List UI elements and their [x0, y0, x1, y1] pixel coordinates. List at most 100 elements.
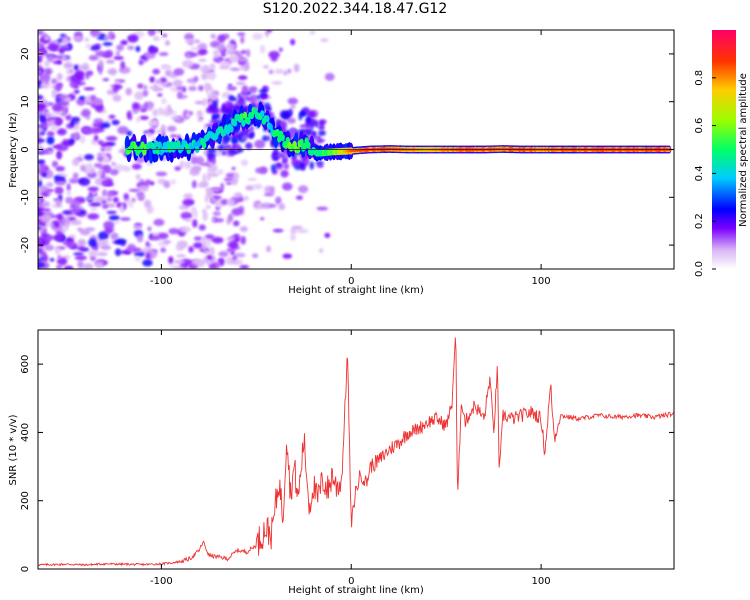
- snr-series-line: [38, 337, 674, 567]
- noise-blob: [131, 197, 136, 203]
- noise-blob: [274, 68, 285, 74]
- noise-blob: [296, 228, 309, 234]
- noise-blob: [102, 164, 112, 174]
- noise-blob: [218, 251, 229, 258]
- noise-blob: [78, 64, 90, 71]
- noise-blob: [198, 58, 207, 62]
- noise-blob: [172, 79, 183, 88]
- noise-blob: [244, 62, 249, 71]
- noise-blob: [225, 43, 237, 50]
- noise-blob: [228, 55, 239, 63]
- noise-blob: [227, 198, 235, 207]
- noise-blob: [89, 44, 101, 51]
- spectrogram-ridge: [124, 101, 672, 164]
- noise-blob: [39, 208, 52, 212]
- noise-blob: [237, 148, 244, 153]
- spectrogram-xtick-label: 100: [532, 276, 551, 287]
- snr-x-label: Height of straight line (km): [288, 585, 424, 596]
- noise-blob: [282, 182, 293, 191]
- noise-blob: [210, 40, 221, 48]
- ridge-core: [241, 119, 246, 127]
- colorbar-tick-label: 0.6: [694, 118, 705, 134]
- noise-blob: [63, 62, 74, 69]
- noise-blob: [73, 125, 80, 131]
- noise-blob: [54, 246, 61, 255]
- noise-blob: [254, 139, 266, 149]
- noise-blob: [52, 55, 62, 59]
- noise-blob: [47, 43, 59, 52]
- noise-blob: [315, 160, 324, 166]
- noise-blob: [173, 68, 185, 76]
- noise-blob: [289, 127, 297, 137]
- ridge-core: [232, 119, 238, 127]
- noise-blob: [42, 171, 47, 178]
- noise-blob: [136, 234, 144, 243]
- noise-blob: [88, 54, 99, 61]
- noise-blob: [298, 129, 306, 133]
- ridge-core: [157, 141, 162, 149]
- noise-blob: [114, 238, 127, 245]
- noise-blob: [46, 131, 55, 137]
- noise-blob: [52, 60, 62, 65]
- noise-blob: [271, 81, 283, 85]
- noise-blob: [106, 203, 116, 208]
- noise-blob: [207, 71, 217, 81]
- noise-blob: [202, 65, 210, 74]
- noise-blob: [139, 178, 145, 182]
- colorbar-gradient: [712, 30, 736, 269]
- noise-blob: [38, 168, 44, 172]
- noise-blob: [284, 156, 289, 164]
- noise-blob: [111, 119, 120, 126]
- noise-blob: [56, 257, 68, 266]
- noise-blob: [217, 34, 226, 43]
- noise-blob: [304, 128, 314, 136]
- noise-blob: [233, 234, 239, 243]
- noise-blob: [282, 111, 290, 120]
- noise-blob: [280, 169, 289, 178]
- noise-blob: [201, 182, 208, 187]
- noise-blob: [199, 48, 208, 55]
- noise-blob: [123, 198, 132, 205]
- noise-blob: [148, 119, 160, 127]
- noise-blob: [204, 249, 209, 255]
- noise-blob: [179, 160, 185, 169]
- noise-blob: [139, 115, 149, 120]
- noise-blob: [38, 70, 43, 74]
- noise-blob: [113, 220, 121, 224]
- noise-blob: [88, 238, 97, 247]
- snr-frame: [37, 329, 675, 570]
- noise-blob: [316, 164, 324, 168]
- noise-blob: [148, 235, 161, 241]
- noise-blob: [143, 199, 152, 209]
- ridge-core: [265, 115, 270, 123]
- noise-blob: [98, 67, 103, 75]
- noise-blob: [246, 48, 251, 58]
- noise-blob: [56, 72, 63, 81]
- snr-x-axis: -100 0 100: [150, 330, 551, 587]
- noise-blob: [38, 94, 44, 101]
- noise-blob: [104, 145, 113, 152]
- noise-blob: [43, 35, 51, 41]
- ridge-peak: [339, 150, 344, 153]
- noise-blob: [60, 55, 68, 60]
- noise-blob: [66, 237, 74, 243]
- ridge-core: [176, 140, 181, 148]
- noise-blob: [241, 85, 249, 93]
- noise-blob: [182, 198, 195, 206]
- noise-blob: [115, 80, 121, 85]
- noise-blob: [193, 236, 203, 241]
- noise-blob: [273, 156, 280, 161]
- noise-blob: [64, 221, 70, 231]
- noise-blob: [210, 197, 217, 203]
- noise-blob: [208, 86, 213, 92]
- noise-blob: [252, 183, 263, 190]
- noise-blob: [134, 255, 141, 262]
- noise-blob: [208, 172, 220, 177]
- noise-blob: [173, 259, 186, 265]
- noise-blob: [201, 72, 208, 81]
- noise-blob: [209, 63, 216, 71]
- spectrogram-y-label: Frequency (Hz): [8, 112, 19, 188]
- noise-blob: [211, 216, 216, 223]
- noise-blob: [320, 38, 329, 43]
